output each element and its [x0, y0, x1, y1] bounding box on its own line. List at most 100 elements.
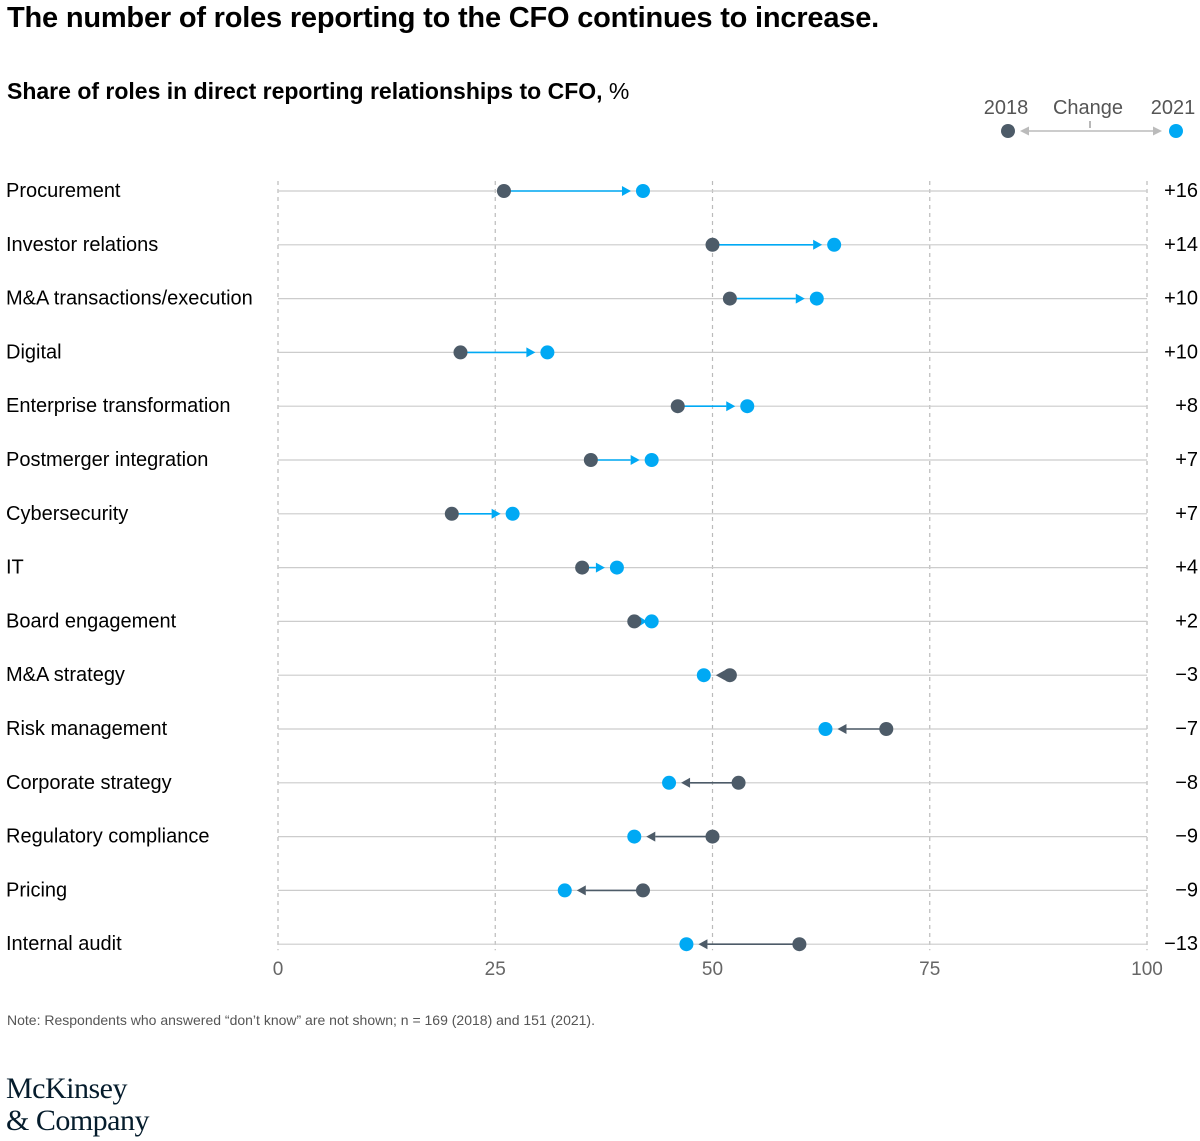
- dot-2021: [635, 184, 650, 198]
- chart-headline: The number of roles reporting to the CFO…: [7, 2, 879, 34]
- legend-2021-label: 2021: [1151, 97, 1196, 119]
- change-value: −3: [1175, 664, 1198, 686]
- row-board-engagement: Board engagement +2: [6, 610, 1198, 632]
- change-arrowhead: [638, 616, 647, 627]
- row-risk-management: Risk management −7: [6, 718, 1198, 740]
- dot-2021: [679, 937, 694, 952]
- x-tick-label: 50: [702, 959, 723, 980]
- legend-2018-label: 2018: [984, 97, 1029, 119]
- row-investor-relations: Investor relations +14: [6, 234, 1198, 256]
- category-label: Risk management: [6, 718, 168, 740]
- x-tick-label: 0: [273, 959, 284, 980]
- change-arrowhead: [576, 885, 586, 896]
- x-tick-label: 25: [485, 959, 506, 980]
- row-m-a-strategy: M&A strategy −3: [6, 664, 1198, 686]
- row-it: IT +4: [6, 557, 1198, 579]
- category-label: Postmerger integration: [6, 449, 208, 471]
- change-arrowhead: [715, 670, 725, 681]
- dot-2018: [879, 722, 894, 736]
- category-label: Investor relations: [6, 234, 158, 256]
- category-label: Enterprise transformation: [6, 395, 231, 417]
- dot-2018: [722, 668, 737, 683]
- legend-dot-2021: [1169, 124, 1183, 138]
- grid: [277, 181, 1148, 951]
- category-label: Procurement: [6, 180, 121, 202]
- dot-2018: [444, 506, 459, 521]
- row-m-a-transactions-execution: M&A transactions/execution +10: [6, 288, 1198, 310]
- dot-2018: [453, 345, 468, 360]
- row-procurement: Procurement +16: [6, 180, 1198, 202]
- category-label: Corporate strategy: [6, 772, 172, 794]
- dot-2018: [627, 614, 642, 629]
- dot-2021: [627, 829, 642, 844]
- change-value: +16: [1164, 180, 1198, 202]
- dot-2021: [609, 560, 624, 575]
- x-axis: 0 25 50 75 100: [273, 959, 1163, 980]
- row-regulatory-compliance: Regulatory compliance −9: [6, 826, 1198, 848]
- change-value: −9: [1175, 826, 1198, 848]
- dot-2021: [809, 291, 824, 306]
- category-label: M&A transactions/execution: [6, 288, 253, 310]
- legend: 2018 Change 2021: [984, 97, 1196, 138]
- dot-2021: [505, 506, 520, 521]
- change-arrowhead: [681, 777, 691, 788]
- dot-2021: [540, 345, 555, 360]
- dot-2018: [575, 560, 590, 575]
- logo-line-2: & Company: [6, 1104, 150, 1137]
- dot-2021: [644, 453, 659, 467]
- x-tick-label: 100: [1131, 959, 1163, 980]
- change-arrowhead: [837, 724, 847, 734]
- footnote: Note: Respondents who answered “don’t kn…: [7, 1012, 595, 1028]
- dot-2021: [827, 237, 842, 252]
- change-arrowhead: [646, 831, 656, 842]
- dot-2018: [722, 291, 737, 306]
- category-label: M&A strategy: [6, 664, 125, 686]
- dumbbell-chart: 2018 Change 2021 Procurement +16 Investor …: [6, 97, 1198, 980]
- change-arrowhead: [795, 293, 805, 304]
- x-tick-label: 75: [919, 959, 940, 980]
- change-value: +7: [1175, 449, 1198, 471]
- change-value: −7: [1175, 718, 1198, 740]
- mckinsey-logo: McKinsey & Company: [6, 1073, 150, 1137]
- change-value: −9: [1175, 879, 1198, 901]
- legend-arrow-right-head: [1153, 126, 1162, 136]
- dot-2018: [670, 399, 685, 414]
- dot-2018: [496, 184, 511, 198]
- change-value: +14: [1164, 234, 1198, 256]
- dot-2021: [662, 775, 677, 790]
- row-enterprise-transformation: Enterprise transformation +8: [6, 395, 1198, 417]
- row-digital: Digital +10: [6, 341, 1198, 363]
- subtitle-text: Share of roles in direct reporting relat…: [7, 78, 603, 104]
- category-label: Digital: [6, 341, 62, 363]
- change-arrowhead: [698, 939, 708, 950]
- change-arrowhead: [491, 508, 501, 519]
- category-label: Regulatory compliance: [6, 826, 209, 848]
- dot-2018: [705, 829, 720, 844]
- subtitle-unit: %: [602, 78, 630, 104]
- dot-2021: [644, 614, 659, 629]
- row-corporate-strategy: Corporate strategy −8: [6, 772, 1198, 794]
- legend-change-label: Change: [1053, 97, 1123, 119]
- dot-2021: [740, 399, 755, 414]
- category-label: Board engagement: [6, 610, 177, 632]
- category-label: Internal audit: [6, 933, 122, 955]
- dot-2018: [705, 237, 720, 252]
- dot-2021: [557, 883, 572, 898]
- change-value: −13: [1164, 933, 1198, 955]
- legend-dot-2018: [1001, 124, 1015, 138]
- change-value: +2: [1175, 610, 1198, 632]
- dot-2018: [635, 883, 650, 898]
- change-value: −8: [1175, 772, 1198, 794]
- rows: Procurement +16 Investor relations +14 M&A t…: [6, 180, 1198, 955]
- dot-2018: [792, 937, 807, 952]
- change-value: +10: [1164, 341, 1198, 363]
- change-value: +10: [1164, 288, 1198, 310]
- dot-2021: [818, 722, 833, 736]
- category-label: Pricing: [6, 879, 67, 901]
- change-arrowhead: [526, 347, 536, 358]
- chart-subtitle: Share of roles in direct reporting relat…: [7, 78, 629, 105]
- legend-arrow-left-head: [1020, 126, 1029, 136]
- change-value: +4: [1175, 557, 1198, 579]
- row-pricing: Pricing −9: [6, 879, 1198, 901]
- change-value: +7: [1175, 503, 1198, 525]
